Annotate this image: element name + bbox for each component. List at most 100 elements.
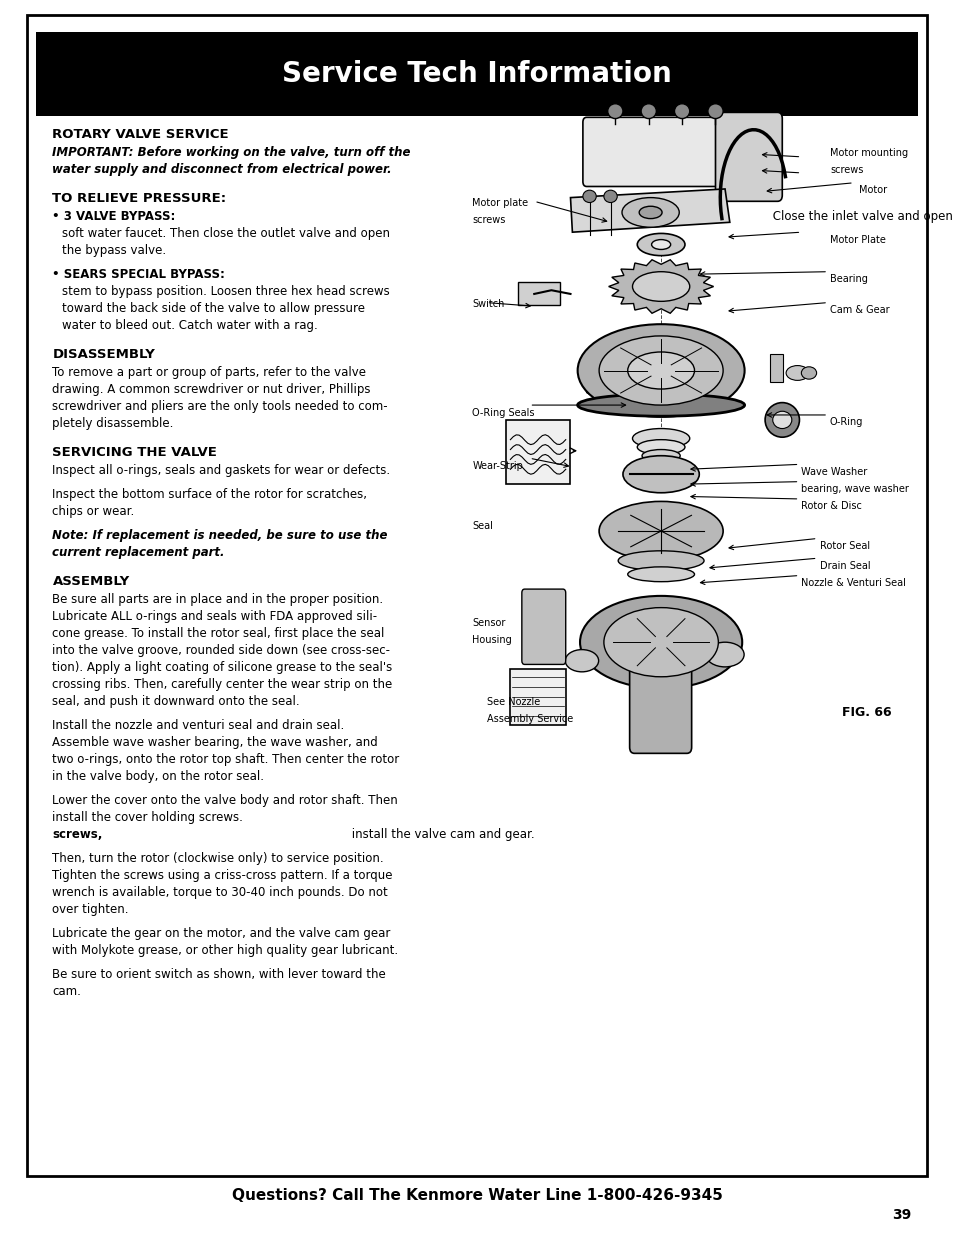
Ellipse shape [607, 104, 622, 119]
Text: Lower the cover onto the valve body and rotor shaft. Then: Lower the cover onto the valve body and … [52, 794, 397, 806]
Ellipse shape [639, 206, 661, 219]
FancyBboxPatch shape [582, 117, 738, 186]
Ellipse shape [772, 411, 791, 429]
Text: water to bleed out. Catch water with a rag.: water to bleed out. Catch water with a r… [62, 320, 317, 332]
Text: Motor Plate: Motor Plate [829, 235, 885, 245]
Ellipse shape [627, 567, 694, 582]
Text: Switch: Switch [472, 299, 504, 309]
Ellipse shape [603, 190, 617, 203]
Text: Assemble wave washer bearing, the wave washer, and: Assemble wave washer bearing, the wave w… [52, 736, 377, 748]
Text: DISASSEMBLY: DISASSEMBLY [52, 348, 155, 362]
FancyBboxPatch shape [715, 112, 781, 201]
Text: Cam & Gear: Cam & Gear [829, 305, 888, 315]
Text: • 3 VALVE BYPASS:: • 3 VALVE BYPASS: [52, 210, 175, 224]
Ellipse shape [637, 440, 684, 454]
Ellipse shape [637, 233, 684, 256]
Ellipse shape [603, 608, 718, 677]
Ellipse shape [640, 104, 656, 119]
Text: Service Tech Information: Service Tech Information [282, 61, 671, 88]
Text: over tighten.: over tighten. [52, 903, 129, 916]
Text: Install the nozzle and venturi seal and drain seal.: Install the nozzle and venturi seal and … [52, 719, 344, 732]
Ellipse shape [707, 104, 722, 119]
Ellipse shape [674, 104, 689, 119]
Text: chips or wear.: chips or wear. [52, 505, 134, 519]
Ellipse shape [577, 325, 743, 417]
Ellipse shape [564, 650, 598, 672]
Bar [36, 32, 917, 116]
Text: Close the inlet valve and open a: Close the inlet valve and open a [768, 210, 953, 224]
Text: install the cover holding screws.: install the cover holding screws. [52, 811, 247, 824]
Text: soft water faucet. Then close the outlet valve and open: soft water faucet. Then close the outlet… [62, 227, 390, 241]
Text: TO RELIEVE PRESSURE:: TO RELIEVE PRESSURE: [52, 193, 227, 205]
Text: Lubricate ALL o-rings and seals with FDA approved sili-: Lubricate ALL o-rings and seals with FDA… [52, 610, 377, 622]
Text: Tighten the screws using a criss-cross pattern. If a torque: Tighten the screws using a criss-cross p… [52, 869, 393, 882]
Text: pletely disassemble.: pletely disassemble. [52, 417, 173, 430]
Text: Rotor & Disc: Rotor & Disc [801, 501, 862, 511]
Text: wrench is available, torque to 30-40 inch pounds. Do not: wrench is available, torque to 30-40 inc… [52, 885, 388, 899]
Text: Note: If replacement is needed, be sure to use the: Note: If replacement is needed, be sure … [52, 529, 388, 542]
Text: Assembly Service: Assembly Service [486, 714, 572, 724]
Text: water supply and disconnect from electrical power.: water supply and disconnect from electri… [52, 163, 392, 177]
Text: stem to bypass position. Loosen three hex head screws: stem to bypass position. Loosen three he… [62, 285, 390, 298]
Text: • SEARS SPECIAL BYPASS:: • SEARS SPECIAL BYPASS: [52, 268, 225, 282]
Text: ROTARY VALVE SERVICE: ROTARY VALVE SERVICE [52, 128, 229, 142]
Text: SERVICING THE VALVE: SERVICING THE VALVE [52, 446, 217, 459]
Ellipse shape [582, 190, 596, 203]
Text: Lubricate the gear on the motor, and the valve cam gear: Lubricate the gear on the motor, and the… [52, 927, 391, 940]
Ellipse shape [632, 429, 689, 448]
Bar [510, 669, 565, 725]
Text: crossing ribs. Then, carefully center the wear strip on the: crossing ribs. Then, carefully center th… [52, 678, 393, 692]
Text: drawing. A common screwdriver or nut driver, Phillips: drawing. A common screwdriver or nut dri… [52, 383, 371, 396]
Ellipse shape [785, 366, 808, 380]
Text: Seal: Seal [472, 521, 493, 531]
Text: Questions? Call The Kenmore Water Line 1-800-426-9345: Questions? Call The Kenmore Water Line 1… [232, 1188, 721, 1203]
Ellipse shape [641, 450, 679, 462]
Polygon shape [608, 259, 713, 314]
Text: tion). Apply a light coating of silicone grease to the seal's: tion). Apply a light coating of silicone… [52, 661, 393, 674]
FancyBboxPatch shape [521, 589, 565, 664]
Text: Motor: Motor [858, 185, 885, 195]
Text: the bypass valve.: the bypass valve. [62, 245, 166, 257]
Text: Wave Washer: Wave Washer [801, 467, 866, 477]
Text: Be sure all parts are in place and in the proper position.: Be sure all parts are in place and in th… [52, 593, 383, 606]
Text: Inspect the bottom surface of the rotor for scratches,: Inspect the bottom surface of the rotor … [52, 488, 367, 501]
Text: bearing, wave washer: bearing, wave washer [801, 484, 908, 494]
Ellipse shape [705, 642, 743, 667]
FancyBboxPatch shape [629, 661, 691, 753]
Text: Sensor: Sensor [472, 618, 505, 627]
Text: Be sure to orient switch as shown, with lever toward the: Be sure to orient switch as shown, with … [52, 968, 386, 981]
Text: 39: 39 [891, 1208, 910, 1223]
Ellipse shape [632, 272, 689, 301]
Text: Housing: Housing [472, 635, 512, 645]
Text: screws: screws [829, 165, 862, 175]
Text: See Nozzle: See Nozzle [486, 697, 539, 706]
FancyBboxPatch shape [769, 354, 782, 382]
Text: in the valve body, on the rotor seal.: in the valve body, on the rotor seal. [52, 771, 264, 783]
Text: into the valve groove, rounded side down (see cross-sec-: into the valve groove, rounded side down… [52, 643, 390, 657]
Ellipse shape [622, 456, 699, 493]
Text: Rotor Seal: Rotor Seal [820, 541, 870, 551]
Text: To remove a part or group of parts, refer to the valve: To remove a part or group of parts, refe… [52, 367, 366, 379]
Text: screws: screws [472, 215, 505, 225]
Text: ASSEMBLY: ASSEMBLY [52, 576, 130, 588]
Bar [505, 420, 570, 484]
Text: Bearing: Bearing [829, 274, 867, 284]
Text: screws,: screws, [52, 827, 103, 841]
Text: FIG. 66: FIG. 66 [841, 706, 891, 720]
Text: Then, turn the rotor (clockwise only) to service position.: Then, turn the rotor (clockwise only) to… [52, 852, 384, 864]
Text: cam.: cam. [52, 984, 81, 998]
Ellipse shape [651, 240, 670, 249]
Ellipse shape [598, 336, 722, 405]
Text: Nozzle & Venturi Seal: Nozzle & Venturi Seal [801, 578, 905, 588]
Text: Wear-Strip: Wear-Strip [472, 461, 522, 471]
Text: O-Ring Seals: O-Ring Seals [472, 408, 535, 417]
Text: screwdriver and pliers are the only tools needed to com-: screwdriver and pliers are the only tool… [52, 400, 388, 414]
Ellipse shape [577, 394, 743, 416]
Ellipse shape [764, 403, 799, 437]
Ellipse shape [621, 198, 679, 227]
Ellipse shape [579, 597, 741, 689]
Text: toward the back side of the valve to allow pressure: toward the back side of the valve to all… [62, 303, 365, 315]
Text: Drain Seal: Drain Seal [820, 561, 870, 571]
Ellipse shape [627, 352, 694, 389]
Text: Motor mounting: Motor mounting [829, 148, 907, 158]
